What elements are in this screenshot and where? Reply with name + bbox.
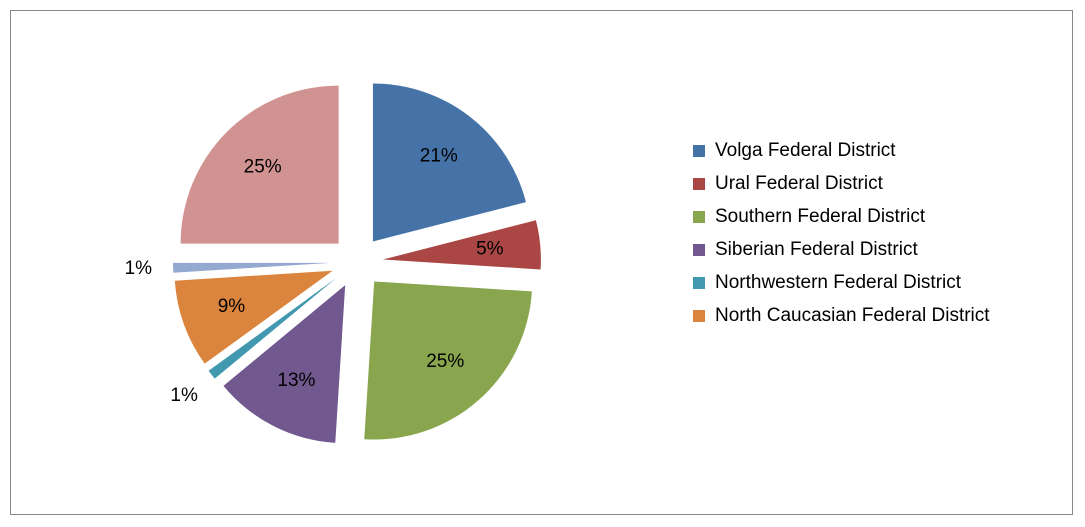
pie-slice — [372, 83, 526, 242]
legend-label: Volga Federal District — [715, 140, 896, 161]
legend-item: Northwestern Federal District — [693, 270, 1023, 295]
data-label: 25% — [244, 157, 282, 178]
legend-item: North Caucasian Federal District — [693, 303, 1023, 328]
data-label: 21% — [420, 146, 458, 167]
pie-slice — [382, 220, 541, 270]
pie-slice — [174, 270, 333, 364]
legend-swatch — [693, 211, 705, 223]
data-label: 25% — [426, 351, 464, 372]
pie-slice — [364, 281, 532, 440]
pie-slice — [173, 262, 332, 273]
legend-label: North Caucasian Federal District — [715, 305, 990, 326]
pie-slice — [208, 277, 337, 379]
legend-swatch — [693, 178, 705, 190]
legend-swatch — [693, 310, 705, 322]
data-label: 13% — [277, 370, 315, 391]
pie-slice — [223, 285, 346, 443]
chart-frame — [10, 10, 1073, 515]
legend-item: Siberian Federal District — [693, 237, 1023, 262]
data-label: 9% — [218, 296, 246, 317]
legend-swatch — [693, 277, 705, 289]
legend-label: Southern Federal District — [715, 206, 926, 227]
data-label: 5% — [476, 238, 504, 259]
data-label: 1% — [170, 385, 198, 406]
legend-item: Volga Federal District — [693, 138, 1023, 163]
legend-swatch — [693, 244, 705, 256]
pie-slice — [180, 85, 339, 244]
legend-item: Southern Federal District — [693, 204, 1023, 229]
legend-label: Ural Federal District — [715, 173, 883, 194]
legend-swatch — [693, 145, 705, 157]
legend-item: Ural Federal District — [693, 171, 1023, 196]
legend-label: Siberian Federal District — [715, 239, 918, 260]
legend-label: Northwestern Federal District — [715, 272, 962, 293]
legend: Volga Federal District Ural Federal Distr… — [693, 138, 1023, 336]
data-label: 1% — [125, 258, 153, 279]
